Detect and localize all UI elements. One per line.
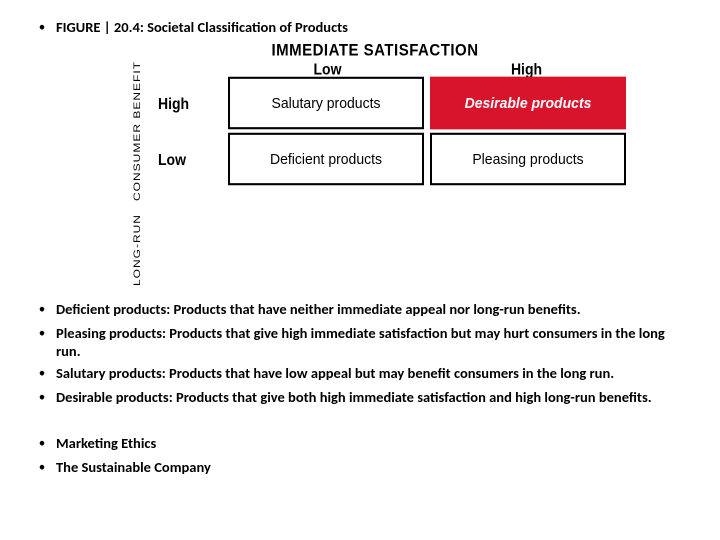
- col-header-low: Low: [228, 60, 427, 78]
- spacer: [28, 412, 692, 434]
- row-label-low: Low: [150, 130, 228, 188]
- cell-desirable-text: Desirable products: [465, 95, 592, 112]
- cell-deficient: Deficient products: [228, 133, 424, 186]
- figure-top-axis-label: IMMEDIATE SATISFACTION: [124, 41, 626, 60]
- definition-text: Pleasing products: Products that give hi…: [56, 324, 692, 360]
- figure-grid-right: Low High High Salutary products Desirabl…: [150, 61, 626, 286]
- bullet-icon: •: [28, 364, 56, 384]
- definition-text: Salutary products: Products that have lo…: [56, 364, 622, 382]
- footer-list: • Marketing Ethics • The Sustainable Com…: [28, 434, 692, 478]
- definition-text: Deficient products: Products that have n…: [56, 300, 589, 318]
- side-axis-line2: CONSUMER BENEFIT: [132, 61, 143, 201]
- figure-grid: LONG-RUN CONSUMER BENEFIT Low High High …: [124, 61, 626, 286]
- definition-text: Desirable products: Products that give b…: [56, 388, 660, 406]
- footer-text: The Sustainable Company: [56, 458, 219, 476]
- matrix-row-1: Low Deficient products Pleasing products: [150, 134, 626, 184]
- side-axis-line1: LONG-RUN: [132, 214, 143, 286]
- definition-row: • Deficient products: Products that have…: [28, 300, 692, 320]
- bullet-icon: •: [28, 300, 56, 320]
- figure: IMMEDIATE SATISFACTION LONG-RUN CONSUMER…: [124, 42, 626, 286]
- title-bullet-row: • FIGURE | 20.4: Societal Classification…: [28, 18, 692, 38]
- footer-row: • Marketing Ethics: [28, 434, 692, 454]
- bullet-icon: •: [28, 324, 56, 344]
- definition-row: • Pleasing products: Products that give …: [28, 324, 692, 360]
- footer-row: • The Sustainable Company: [28, 458, 692, 478]
- row-label-high: High: [150, 74, 228, 132]
- col-header-high: High: [427, 60, 626, 78]
- bullet-icon: •: [28, 458, 56, 478]
- bullet-icon: •: [28, 388, 56, 408]
- cell-pleasing: Pleasing products: [430, 133, 626, 186]
- definition-row: • Desirable products: Products that give…: [28, 388, 692, 408]
- footer-text: Marketing Ethics: [56, 434, 164, 452]
- matrix-row-0: High Salutary products Desirable product…: [150, 78, 626, 128]
- slide: • FIGURE | 20.4: Societal Classification…: [0, 0, 720, 478]
- definition-row: • Salutary products: Products that have …: [28, 364, 692, 384]
- cell-salutary: Salutary products: [228, 77, 424, 130]
- title-text: FIGURE | 20.4: Societal Classification o…: [56, 18, 356, 36]
- definitions-list: • Deficient products: Products that have…: [28, 300, 692, 408]
- bullet-icon: •: [28, 434, 56, 454]
- cell-desirable: Desirable products: [430, 77, 626, 130]
- bullet-icon: •: [28, 18, 56, 38]
- figure-side-axis: LONG-RUN CONSUMER BENEFIT: [124, 61, 150, 286]
